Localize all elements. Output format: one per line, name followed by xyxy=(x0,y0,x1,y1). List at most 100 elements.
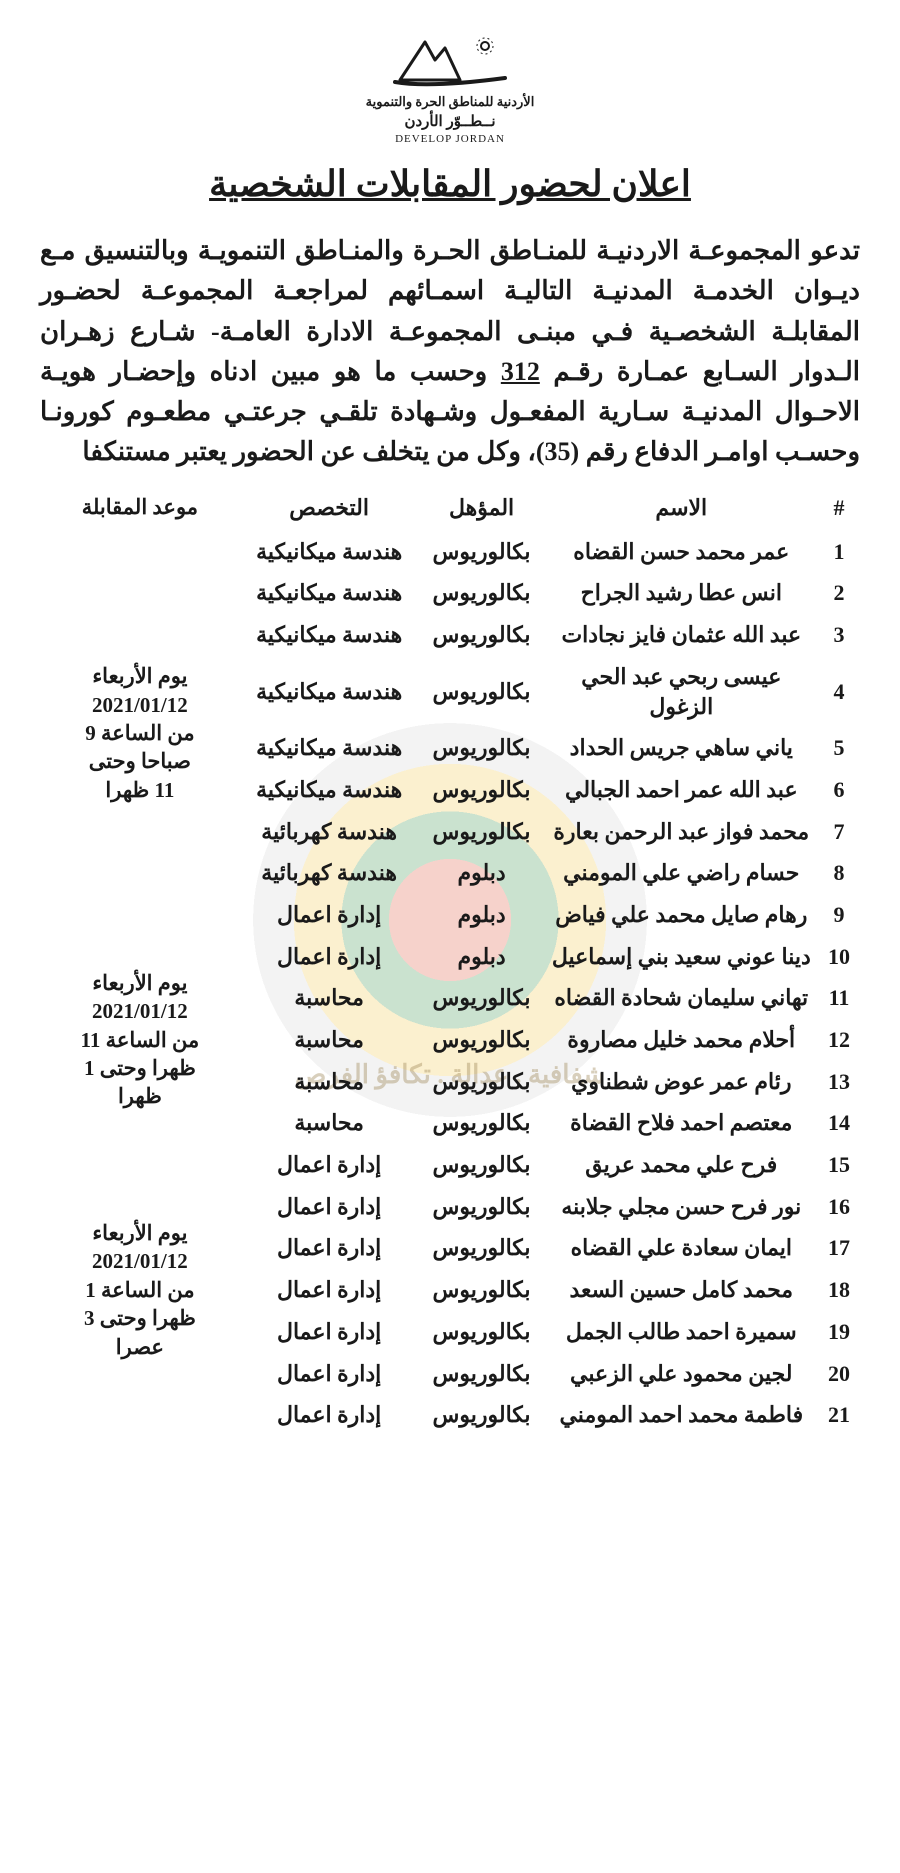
cell-qual: بكالوريوس xyxy=(418,572,544,614)
table-header-row: # الاسم المؤهل التخصص موعد المقابلة xyxy=(40,491,860,531)
cell-qual: بكالوريوس xyxy=(418,1019,544,1061)
cell-name: أحلام محمد خليل مصاروة xyxy=(545,1019,818,1061)
cell-num: 4 xyxy=(818,656,860,727)
cell-spec: إدارة اعمال xyxy=(240,1186,419,1228)
cell-name: رهام صايل محمد علي فياض xyxy=(545,894,818,936)
cell-qual: بكالوريوس xyxy=(418,1311,544,1353)
cell-qual: بكالوريوس xyxy=(418,769,544,811)
col-header-num: # xyxy=(818,491,860,531)
cell-spec: هندسة ميكانيكية xyxy=(240,572,419,614)
cell-qual: بكالوريوس xyxy=(418,1061,544,1103)
cell-name: تهاني سليمان شحادة القضاه xyxy=(545,977,818,1019)
announcement-body: تدعو المجموعـة الاردنيـة للمنـاطق الحـرة… xyxy=(40,231,860,473)
cell-name: نور فرح حسن مجلي جلابنه xyxy=(545,1186,818,1228)
cell-num: 8 xyxy=(818,852,860,894)
cell-num: 5 xyxy=(818,727,860,769)
cell-qual: بكالوريوس xyxy=(418,1394,544,1436)
cell-num: 19 xyxy=(818,1311,860,1353)
cell-qual: بكالوريوس xyxy=(418,1227,544,1269)
cell-name: فرح علي محمد عريق xyxy=(545,1144,818,1186)
cell-qual: دبلوم xyxy=(418,894,544,936)
cell-spec: هندسة كهربائية xyxy=(240,811,419,853)
cell-qual: بكالوريوس xyxy=(418,811,544,853)
cell-num: 13 xyxy=(818,1061,860,1103)
cell-name: معتصم احمد فلاح القضاة xyxy=(545,1102,818,1144)
cell-num: 21 xyxy=(818,1394,860,1436)
cell-spec: هندسة ميكانيكية xyxy=(240,769,419,811)
cell-qual: بكالوريوس xyxy=(418,1269,544,1311)
cell-name: عبد الله عمر احمد الجبالي xyxy=(545,769,818,811)
col-header-spec: التخصص xyxy=(240,491,419,531)
cell-qual: بكالوريوس xyxy=(418,1144,544,1186)
cell-spec: محاسبة xyxy=(240,1102,419,1144)
cell-num: 9 xyxy=(818,894,860,936)
cell-spec: إدارة اعمال xyxy=(240,1394,419,1436)
candidates-table: # الاسم المؤهل التخصص موعد المقابلة 1عمر… xyxy=(40,491,860,1436)
cell-qual: بكالوريوس xyxy=(418,1353,544,1395)
cell-slot: يوم الأربعاء2021/01/12من الساعة 11ظهرا و… xyxy=(40,936,240,1144)
col-header-name: الاسم xyxy=(545,491,818,531)
cell-spec: إدارة اعمال xyxy=(240,1227,419,1269)
cell-spec: محاسبة xyxy=(240,1019,419,1061)
cell-spec: إدارة اعمال xyxy=(240,1353,419,1395)
cell-qual: دبلوم xyxy=(418,936,544,978)
cell-name: سميرة احمد طالب الجمل xyxy=(545,1311,818,1353)
cell-spec: هندسة ميكانيكية xyxy=(240,727,419,769)
logo-text-en: DEVELOP JORDAN xyxy=(40,133,860,145)
cell-num: 7 xyxy=(818,811,860,853)
cell-name: فاطمة محمد احمد المومني xyxy=(545,1394,818,1436)
cell-num: 16 xyxy=(818,1186,860,1228)
cell-slot: يوم الأربعاء2021/01/12من الساعة 9صباحا و… xyxy=(40,531,240,936)
logo-block: الأردنية للمناطق الحرة والتنموية نــطــو… xyxy=(40,30,860,145)
cell-qual: بكالوريوس xyxy=(418,977,544,1019)
cell-num: 18 xyxy=(818,1269,860,1311)
table-row: 10دينا عوني سعيد بني إسماعيلدبلومإدارة ا… xyxy=(40,936,860,978)
table-row: 15فرح علي محمد عريقبكالوريوسإدارة اعمالي… xyxy=(40,1144,860,1186)
cell-name: عبد الله عثمان فايز نجادات xyxy=(545,614,818,656)
cell-num: 1 xyxy=(818,531,860,573)
cell-name: حسام راضي علي المومني xyxy=(545,852,818,894)
cell-name: دينا عوني سعيد بني إسماعيل xyxy=(545,936,818,978)
cell-qual: بكالوريوس xyxy=(418,614,544,656)
col-header-qual: المؤهل xyxy=(418,491,544,531)
cell-qual: بكالوريوس xyxy=(418,1186,544,1228)
cell-slot: يوم الأربعاء2021/01/12من الساعة 1ظهرا وح… xyxy=(40,1144,240,1436)
cell-num: 15 xyxy=(818,1144,860,1186)
cell-name: رئام عمر عوض شطناوي xyxy=(545,1061,818,1103)
cell-qual: بكالوريوس xyxy=(418,727,544,769)
cell-num: 20 xyxy=(818,1353,860,1395)
table-row: 1عمر محمد حسن القضاهبكالوريوسهندسة ميكان… xyxy=(40,531,860,573)
cell-qual: بكالوريوس xyxy=(418,656,544,727)
cell-spec: إدارة اعمال xyxy=(240,894,419,936)
cell-qual: بكالوريوس xyxy=(418,1102,544,1144)
logo-icon xyxy=(390,30,510,90)
logo-text-ar-1: الأردنية للمناطق الحرة والتنموية xyxy=(40,94,860,110)
cell-spec: هندسة ميكانيكية xyxy=(240,531,419,573)
cell-num: 10 xyxy=(818,936,860,978)
cell-spec: محاسبة xyxy=(240,1061,419,1103)
cell-num: 3 xyxy=(818,614,860,656)
cell-spec: هندسة ميكانيكية xyxy=(240,614,419,656)
cell-spec: إدارة اعمال xyxy=(240,1311,419,1353)
cell-spec: إدارة اعمال xyxy=(240,1269,419,1311)
cell-num: 12 xyxy=(818,1019,860,1061)
cell-name: انس عطا رشيد الجراح xyxy=(545,572,818,614)
cell-num: 17 xyxy=(818,1227,860,1269)
cell-spec: هندسة ميكانيكية xyxy=(240,656,419,727)
cell-name: ياني ساهي جريس الحداد xyxy=(545,727,818,769)
cell-spec: هندسة كهربائية xyxy=(240,852,419,894)
cell-spec: إدارة اعمال xyxy=(240,936,419,978)
cell-name: محمد فواز عبد الرحمن بعارة xyxy=(545,811,818,853)
cell-num: 11 xyxy=(818,977,860,1019)
cell-num: 6 xyxy=(818,769,860,811)
cell-num: 2 xyxy=(818,572,860,614)
cell-spec: إدارة اعمال xyxy=(240,1144,419,1186)
cell-num: 14 xyxy=(818,1102,860,1144)
cell-name: عمر محمد حسن القضاه xyxy=(545,531,818,573)
logo-text-ar-2: نــطــوّر الأردن xyxy=(40,112,860,131)
col-header-slot: موعد المقابلة xyxy=(40,491,240,531)
cell-name: لجين محمود علي الزعبي xyxy=(545,1353,818,1395)
cell-qual: دبلوم xyxy=(418,852,544,894)
cell-name: محمد كامل حسين السعد xyxy=(545,1269,818,1311)
cell-name: ايمان سعادة علي القضاه xyxy=(545,1227,818,1269)
